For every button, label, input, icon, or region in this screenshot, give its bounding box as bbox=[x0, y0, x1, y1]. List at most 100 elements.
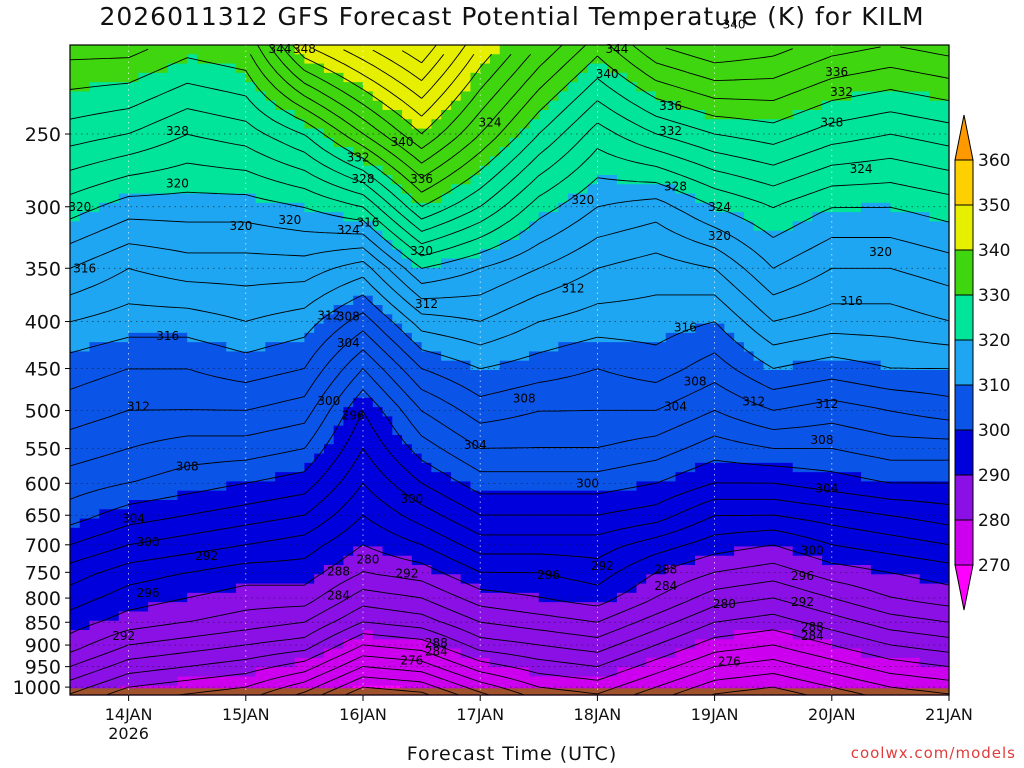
theta-cell bbox=[450, 351, 462, 362]
theta-cell bbox=[900, 286, 911, 297]
theta-cell bbox=[695, 147, 706, 158]
theta-cell bbox=[470, 175, 481, 185]
theta-cell bbox=[607, 184, 618, 195]
theta-cell bbox=[245, 518, 257, 529]
theta-cell bbox=[79, 165, 91, 176]
theta-cell bbox=[441, 462, 452, 473]
theta-cell bbox=[656, 54, 667, 65]
theta-cell bbox=[568, 137, 579, 148]
theta-cell bbox=[587, 472, 598, 483]
theta-cell bbox=[157, 379, 169, 390]
theta-cell bbox=[704, 230, 716, 241]
theta-cell bbox=[656, 137, 667, 148]
theta-cell bbox=[167, 82, 179, 93]
theta-cell bbox=[577, 425, 589, 436]
theta-cell bbox=[431, 342, 442, 353]
theta-cell bbox=[743, 175, 755, 185]
theta-cell bbox=[577, 342, 589, 353]
theta-cell bbox=[323, 444, 335, 455]
theta-cell bbox=[431, 72, 442, 83]
theta-cell bbox=[656, 481, 667, 492]
theta-cell bbox=[109, 240, 120, 250]
theta-cell bbox=[734, 490, 745, 501]
theta-cell bbox=[597, 537, 608, 548]
theta-cell bbox=[411, 342, 423, 353]
theta-cell bbox=[392, 295, 403, 306]
theta-cell bbox=[812, 202, 823, 213]
theta-cell bbox=[909, 370, 921, 380]
theta-cell bbox=[656, 258, 667, 269]
theta-cell bbox=[900, 342, 911, 353]
theta-cell bbox=[206, 351, 218, 362]
theta-cell bbox=[333, 481, 345, 492]
theta-cell bbox=[99, 481, 110, 492]
theta-cell bbox=[880, 45, 891, 55]
theta-cell bbox=[128, 258, 139, 269]
theta-cell bbox=[392, 435, 403, 445]
theta-cell bbox=[636, 342, 647, 353]
theta-cell bbox=[441, 110, 452, 120]
theta-cell bbox=[568, 425, 579, 436]
theta-cell bbox=[353, 193, 364, 204]
theta-cell bbox=[743, 518, 755, 529]
theta-cell bbox=[665, 63, 677, 74]
theta-cell bbox=[558, 137, 569, 148]
theta-cell bbox=[304, 490, 315, 501]
theta-cell bbox=[577, 435, 589, 445]
theta-cell bbox=[79, 360, 91, 371]
theta-cell bbox=[480, 249, 491, 260]
theta-cell bbox=[489, 128, 501, 139]
theta-cell bbox=[402, 500, 413, 510]
theta-cell bbox=[626, 342, 638, 353]
theta-cell bbox=[236, 175, 247, 185]
theta-cell bbox=[236, 518, 247, 529]
theta-cell bbox=[167, 156, 179, 167]
theta-cell bbox=[822, 277, 833, 288]
theta-cell bbox=[177, 184, 188, 195]
theta-cell bbox=[196, 444, 208, 455]
theta-cell bbox=[99, 472, 110, 483]
theta-cell bbox=[216, 110, 227, 120]
theta-cell bbox=[216, 82, 227, 93]
theta-cell bbox=[812, 537, 823, 548]
theta-cell bbox=[919, 147, 931, 158]
theta-cell bbox=[441, 202, 452, 213]
theta-cell bbox=[480, 156, 491, 167]
theta-cell bbox=[343, 444, 354, 455]
theta-cell bbox=[538, 240, 550, 250]
theta-cell bbox=[548, 137, 559, 148]
theta-cell bbox=[265, 147, 276, 158]
theta-cell bbox=[411, 407, 423, 418]
theta-cell bbox=[812, 128, 823, 139]
theta-cell bbox=[167, 91, 179, 102]
theta-cell bbox=[802, 472, 813, 483]
theta-cell bbox=[148, 453, 159, 464]
theta-cell bbox=[675, 416, 686, 427]
theta-cell bbox=[538, 63, 550, 74]
theta-cell bbox=[343, 202, 354, 213]
theta-cell bbox=[812, 314, 823, 325]
theta-cell bbox=[450, 360, 462, 371]
theta-cell bbox=[743, 342, 755, 353]
theta-cell bbox=[196, 518, 208, 529]
theta-cell bbox=[216, 63, 227, 74]
theta-cell bbox=[304, 332, 315, 343]
theta-cell bbox=[802, 444, 813, 455]
theta-cell bbox=[284, 342, 296, 353]
theta-cell bbox=[890, 267, 901, 278]
theta-cell bbox=[382, 323, 393, 334]
theta-cell bbox=[636, 370, 647, 380]
theta-cell bbox=[909, 425, 921, 436]
theta-cell bbox=[470, 202, 481, 213]
theta-cell bbox=[939, 500, 950, 510]
theta-cell bbox=[890, 360, 901, 371]
theta-cell bbox=[402, 425, 413, 436]
theta-cell bbox=[548, 212, 559, 223]
theta-cell bbox=[470, 351, 481, 362]
theta-cell bbox=[314, 342, 325, 353]
theta-cell bbox=[743, 63, 755, 74]
theta-cell bbox=[431, 202, 442, 213]
theta-cell bbox=[304, 277, 315, 288]
theta-cell bbox=[70, 202, 81, 213]
theta-cell bbox=[441, 100, 452, 111]
